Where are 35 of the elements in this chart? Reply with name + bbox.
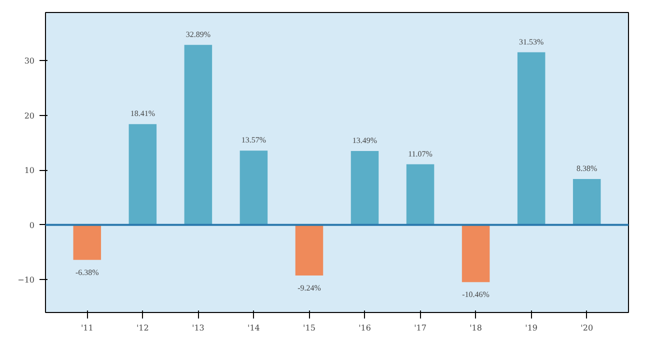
data-label: -10.46% — [462, 290, 490, 300]
x-tick-label: '20 — [580, 324, 594, 332]
bar — [128, 124, 157, 225]
bar — [73, 224, 102, 260]
bar — [240, 150, 268, 225]
bar — [406, 164, 434, 225]
bar — [295, 224, 324, 276]
y-tick-label: 10 — [24, 166, 35, 176]
x-tick-label: '19 — [525, 324, 538, 332]
data-label: -9.24% — [298, 283, 322, 292]
data-label: 32.89% — [186, 30, 211, 39]
x-tick-label: '12 — [136, 324, 149, 332]
y-tick-label: 0 — [29, 220, 35, 230]
x-tick-label: '11 — [80, 324, 94, 332]
data-label: -6.38% — [75, 268, 100, 277]
x-tick-label: '13 — [192, 324, 204, 332]
bar — [572, 179, 601, 225]
data-label: 11.07% — [408, 149, 433, 158]
x-tick-label: '14 — [248, 324, 260, 332]
x-tick-label: '16 — [358, 324, 371, 332]
y-tick-label: −10 — [18, 276, 35, 285]
bar — [517, 52, 546, 225]
y-tick-label: 20 — [24, 111, 35, 120]
bar — [350, 151, 379, 225]
data-label: 18.41% — [130, 109, 156, 118]
y-tick-label: 30 — [24, 56, 35, 66]
x-tick-label: '15 — [303, 324, 316, 332]
data-label: 31.53% — [519, 37, 544, 46]
x-tick-label: '17 — [414, 324, 426, 332]
data-label: 13.57% — [241, 136, 266, 145]
data-label: 8.38% — [576, 164, 598, 174]
x-tick-label: '18 — [470, 324, 482, 332]
bar — [462, 224, 490, 282]
data-label: 13.49% — [352, 136, 378, 146]
bar — [184, 44, 212, 225]
